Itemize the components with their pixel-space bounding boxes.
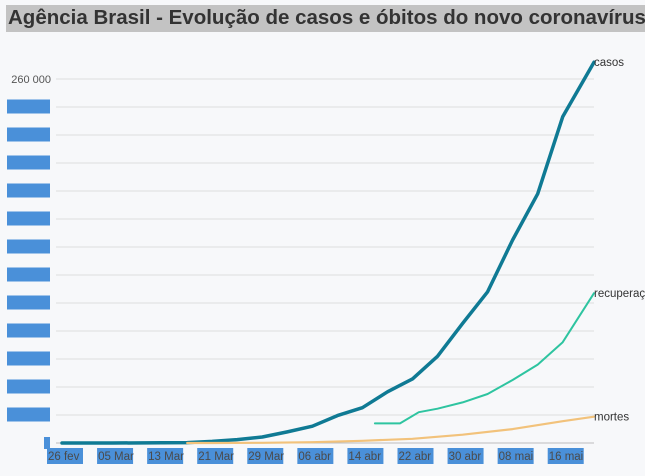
y-tick-label-mask (7, 323, 50, 338)
x-tick-label-mask (97, 448, 134, 464)
x-tick-label: 21 Mar (198, 451, 234, 463)
x-tick-label: 29 Mar (248, 451, 284, 463)
series-line-casos (60, 60, 596, 445)
x-tick-label-mask (447, 448, 484, 464)
x-tick-label-mask (47, 448, 83, 464)
x-tick-label: 22 abr (398, 451, 431, 463)
y-tick-label-mask (7, 267, 50, 282)
y-tick-label-mask (44, 437, 50, 449)
x-tick-label: 05 Mar (98, 451, 134, 463)
x-tick-label: 26 fev (48, 451, 80, 463)
x-tick-label-mask (347, 448, 384, 464)
x-tick-label-mask (147, 448, 184, 464)
x-tick-label: 08 mai (499, 451, 534, 463)
y-tick-label-mask (7, 351, 50, 366)
series-label-recuperados: recuperaç (594, 288, 645, 300)
series-label-mortes: mortes (594, 412, 629, 424)
x-tick-label-mask (247, 448, 284, 464)
y-tick-label-mask (7, 183, 50, 198)
chart-title: Agência Brasil - Evolução de casos e óbi… (8, 6, 645, 29)
x-tick-label-mask (197, 448, 234, 464)
y-tick-label-mask (7, 379, 50, 394)
series-label-casos: casos (594, 57, 624, 69)
x-tick-label: 06 abr (298, 451, 331, 463)
x-tick-label-mask (297, 448, 334, 464)
x-tick-label-mask (397, 448, 434, 464)
x-tick-label: 13 Mar (148, 451, 184, 463)
series-line-mortes (186, 415, 596, 445)
y-tick-label-mask (7, 155, 50, 170)
y-tick-label-mask (7, 295, 50, 310)
x-tick-label-mask (547, 448, 584, 464)
y-tick-label-mask (7, 99, 50, 114)
x-tick-label: 16 mai (549, 451, 584, 463)
y-tick-label-mask (7, 239, 50, 254)
x-tick-label: 30 abr (449, 451, 482, 463)
y-tick-label-mask (7, 407, 50, 422)
x-tick-label-mask (497, 448, 534, 464)
x-tick-label: 14 abr (348, 451, 381, 463)
y-tick-label: 260 000 (11, 74, 51, 86)
y-tick-label-mask (7, 211, 50, 226)
series-line-recuperados (373, 292, 595, 425)
title-bar: Agência Brasil - Evolução de casos e óbi… (6, 5, 645, 32)
y-tick-label-mask (7, 127, 50, 142)
